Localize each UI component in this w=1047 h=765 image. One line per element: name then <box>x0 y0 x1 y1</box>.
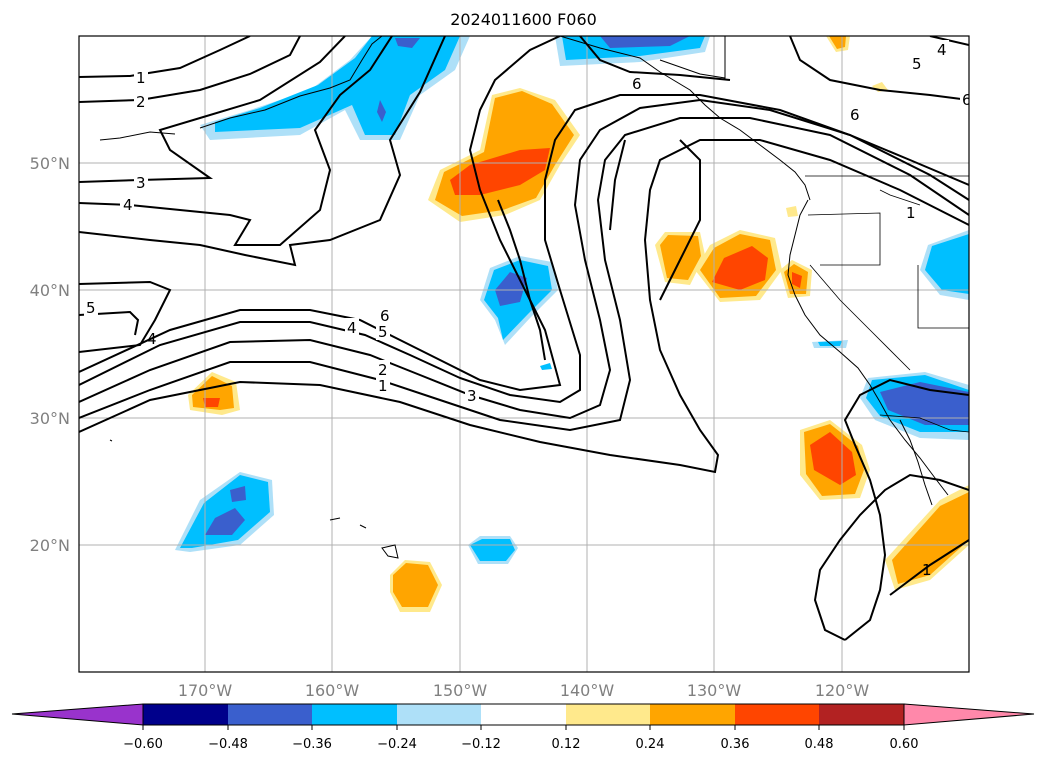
contour-label: 6 <box>850 106 860 124</box>
lon-label-170w: 170°W <box>178 681 233 700</box>
lon-label-160w: 160°W <box>305 681 360 700</box>
colorbar-segment <box>650 704 735 725</box>
contour-label: 3 <box>467 387 477 405</box>
contour-label: 1 <box>378 377 388 395</box>
colorbar-segment <box>481 704 566 725</box>
longitude-axis: 170°W 160°W 150°W 140°W 130°W 120°W <box>178 681 870 700</box>
contour-label: 4 <box>147 330 157 348</box>
political-borders <box>805 175 969 433</box>
latitude-axis: 50°N 40°N 30°N 20°N <box>30 154 70 555</box>
contour-label: 2 <box>378 361 388 379</box>
contour-label: 1 <box>906 204 916 222</box>
colorbar-segment <box>566 704 650 725</box>
colorbar-segment <box>397 704 481 725</box>
colorbar: −0.60 −0.48 −0.36 −0.24 −0.12 0.12 0.24 … <box>11 703 1035 752</box>
lat-label-20n: 20°N <box>30 536 70 555</box>
lat-label-40n: 40°N <box>30 281 70 300</box>
lat-label-30n: 30°N <box>30 409 70 428</box>
colorbar-segment <box>312 704 397 725</box>
colorbar-ticks <box>142 725 905 730</box>
lon-label-150w: 150°W <box>433 681 488 700</box>
lat-label-50n: 50°N <box>30 154 70 173</box>
contour-label: 4 <box>347 319 357 337</box>
contour-label: 4 <box>937 41 947 59</box>
lon-label-120w: 120°W <box>815 681 870 700</box>
colorbar-segment <box>228 704 312 725</box>
contour-label: 6 <box>632 75 642 93</box>
lon-label-130w: 130°W <box>687 681 742 700</box>
colorbar-tick-label: 0.48 <box>805 737 834 752</box>
colorbar-tick-label: 0.60 <box>890 737 919 752</box>
colorbar-tick-label: 0.12 <box>552 737 581 752</box>
map-panel: 1 2 3 4 5 4 6 4 5 2 1 <box>78 35 972 673</box>
contour-label-group: 1 2 3 4 5 4 6 4 5 2 1 <box>84 40 972 579</box>
map-title: 2024011600 F060 <box>450 10 597 29</box>
colorbar-extend-high <box>903 703 1035 726</box>
colorbar-frame <box>142 703 905 726</box>
contour-label: 5 <box>378 323 388 341</box>
colorbar-tick-label: 0.36 <box>721 737 750 752</box>
colorbar-segment <box>735 704 819 725</box>
contour-label: 5 <box>912 55 922 73</box>
colorbar-tick-label: −0.60 <box>123 737 163 752</box>
contour-label: 2 <box>136 93 146 111</box>
contour-label: 5 <box>86 299 96 317</box>
contour-label: 6 <box>962 91 972 109</box>
contour-label: 1 <box>136 69 146 87</box>
colorbar-tick-label: −0.48 <box>208 737 248 752</box>
lon-label-140w: 140°W <box>560 681 615 700</box>
colorbar-tick-label: 0.24 <box>636 737 665 752</box>
colorbar-segment <box>819 704 904 725</box>
map-frame <box>78 35 970 673</box>
contour-label: 4 <box>123 196 133 214</box>
colorbar-tick-label: −0.36 <box>292 737 332 752</box>
contour-lines <box>79 36 969 641</box>
colorbar-segment <box>143 704 228 725</box>
colorbar-extend-low <box>11 703 144 726</box>
contour-label: 1 <box>922 561 932 579</box>
contour-label: 6 <box>380 307 390 325</box>
contour-label: 3 <box>136 174 146 192</box>
colorbar-tick-label: −0.24 <box>377 737 417 752</box>
colorbar-tick-label: −0.12 <box>461 737 501 752</box>
